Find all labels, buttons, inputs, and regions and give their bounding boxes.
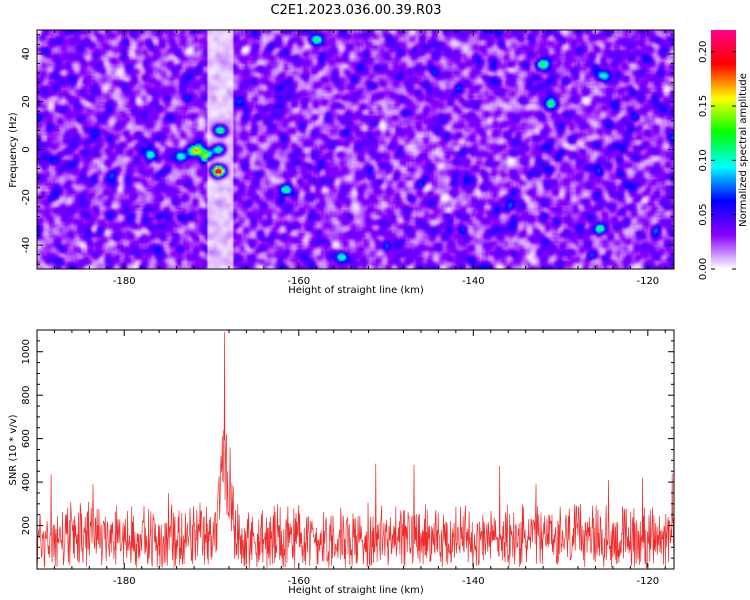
y-tick-label: -20 (21, 189, 32, 205)
heatmap-ylabel: Frequency (Hz) (8, 112, 19, 188)
y-tick-label: -40 (21, 237, 32, 253)
snr-series (36, 332, 675, 569)
colorbar-tick-label: 0.00 (698, 258, 709, 280)
colorbar-ticks: 0.00 0.05 0.10 0.15 0.20 (698, 41, 736, 280)
figure-title: C2E1.2023.036.00.39.R03 (270, 3, 441, 18)
y-tick-label: 40 (21, 48, 32, 61)
colorbar-tick-label: 0.05 (698, 204, 709, 226)
x-tick-label: -140 (462, 576, 485, 587)
snr-xlabel: Height of straight line (km) (288, 585, 424, 596)
y-tick-label: 1000 (21, 339, 32, 364)
colorbar-scale (711, 30, 736, 269)
snr-line (36, 332, 675, 569)
colorbar-label: Normalized spectral amplitude (738, 73, 749, 227)
y-tick-label: 400 (21, 473, 32, 492)
x-tick-label: -140 (462, 276, 485, 287)
snr-axes: -180 -160 -140 -120 200 400 600 800 1000 (21, 330, 674, 587)
x-tick-label: -160 (287, 576, 310, 587)
y-tick-label: 20 (21, 95, 32, 108)
x-tick-label: -120 (636, 276, 659, 287)
colorbar-tick-label: 0.15 (698, 95, 709, 117)
heatmap-image (37, 30, 674, 269)
x-tick-label: -120 (636, 576, 659, 587)
heatmap-xlabel: Height of straight line (km) (288, 285, 424, 296)
colorbar-tick-label: 0.10 (698, 149, 709, 171)
x-tick-label: -180 (113, 276, 136, 287)
x-tick-label: -180 (113, 576, 136, 587)
colorbar: 0.00 0.05 0.10 0.15 0.20 Normalized spectral… (698, 30, 749, 280)
y-tick-label: 800 (21, 386, 32, 405)
colorbar-tick-label: 0.20 (698, 41, 709, 63)
heatmap-panel: -180 -160 -140 -120 -40 -20 0 20 40 Height of st… (8, 29, 675, 296)
x-tick-label: -160 (287, 276, 310, 287)
y-tick-label: 0 (21, 146, 32, 152)
y-tick-label: 600 (21, 429, 32, 448)
y-tick-label: 200 (21, 516, 32, 535)
heatmap-axes: -180 -160 -140 -120 -40 -20 0 20 40 (21, 30, 674, 287)
snr-panel: -180 -160 -140 -120 200 400 600 800 1000 Height … (8, 329, 675, 596)
snr-ylabel: SNR (10 * v/v) (8, 414, 19, 485)
